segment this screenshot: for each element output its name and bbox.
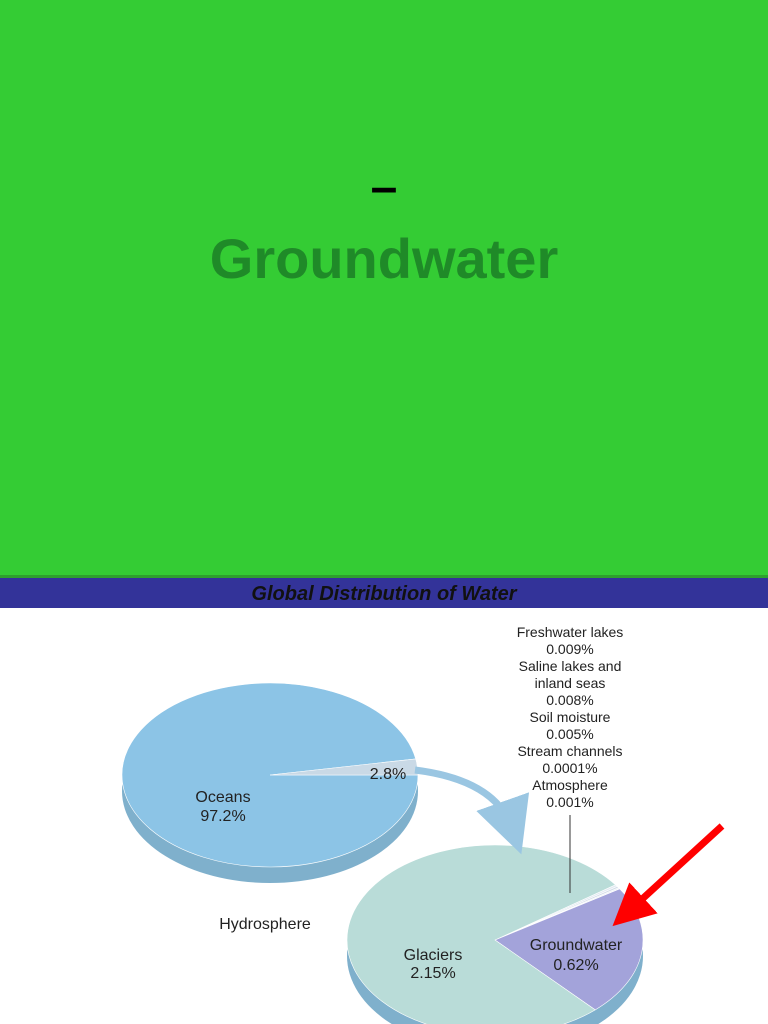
pie-caption: Hydrosphere [219,916,311,933]
category-label: Atmosphere [532,777,608,793]
banner: Global Distribution of Water [0,575,768,608]
value-label: 0.005% [546,726,594,742]
value-label: 97.2% [200,808,245,825]
category-label: Oceans [195,789,250,806]
connector-arrow [414,766,530,855]
category-label: Saline lakes and inland seas [518,658,622,691]
category-label: Groundwater [530,937,623,954]
value-label: 0.008% [546,692,594,708]
category-label: Soil moisture [529,709,611,725]
category-label: Glaciers [404,947,463,964]
value-label: 0.001% [546,794,594,810]
category-label: Freshwater lakes [516,624,624,640]
slide-title: Groundwater [209,227,559,290]
dash: – [370,161,398,214]
figure-title: Global Distribution of Water [251,583,517,605]
value-label: 0.62% [553,957,598,974]
value-label: 0.0001% [542,760,598,776]
category-label: Stream channels [517,743,623,759]
value-label: 2.15% [410,965,455,982]
small-labels: Freshwater lakes 0.009% Saline lakes and i… [495,624,645,811]
value-label: 2.8% [370,766,406,783]
value-label: 0.009% [546,641,594,657]
pie-slice [346,844,616,1024]
red-arrow [612,823,725,927]
title-area: – Groundwater [0,0,768,575]
